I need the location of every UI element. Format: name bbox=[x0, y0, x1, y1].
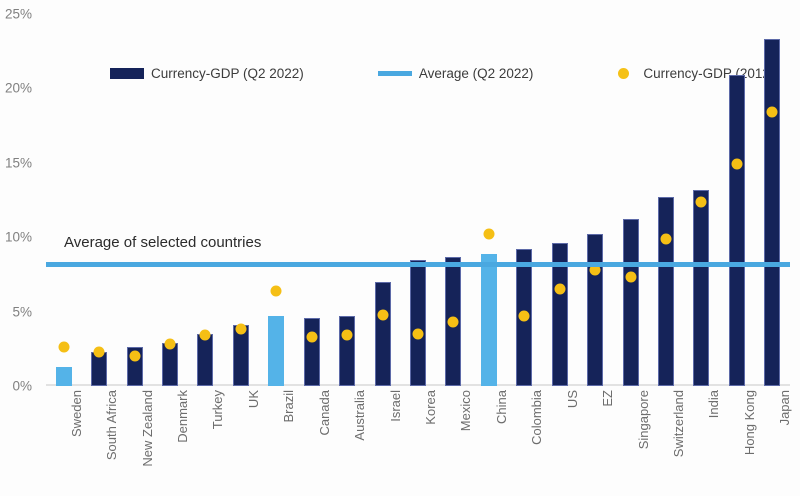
legend-item-currency-gdp-2022: Currency-GDP (Q2 2022) bbox=[110, 66, 304, 81]
x-tick-label: Sweden bbox=[68, 390, 84, 437]
bar-group[interactable] bbox=[197, 14, 214, 386]
x-tick-label: UK bbox=[245, 390, 261, 409]
y-tick-label: 5% bbox=[12, 304, 32, 320]
bar[interactable] bbox=[410, 259, 426, 386]
bar-group[interactable] bbox=[551, 14, 568, 386]
data-point-dot[interactable] bbox=[695, 196, 707, 207]
bar-group[interactable] bbox=[162, 14, 178, 386]
x-tick-label: New Zealand bbox=[139, 390, 155, 467]
data-point-dot[interactable] bbox=[483, 228, 495, 240]
bar-group[interactable] bbox=[658, 14, 674, 386]
x-tick-label: Japan bbox=[777, 390, 793, 426]
data-point-dot[interactable] bbox=[731, 158, 743, 170]
x-tick-label: India bbox=[706, 390, 722, 419]
bar[interactable] bbox=[622, 219, 639, 386]
bar-group[interactable] bbox=[55, 14, 72, 386]
data-point-dot[interactable] bbox=[306, 331, 318, 343]
bar[interactable] bbox=[551, 243, 568, 386]
x-tick-label: Mexico bbox=[458, 390, 474, 432]
bar-group[interactable] bbox=[126, 14, 143, 386]
bar[interactable] bbox=[693, 189, 710, 386]
chart-legend: Currency-GDP (Q2 2022) Average (Q2 2022)… bbox=[110, 60, 774, 86]
bar[interactable] bbox=[728, 75, 745, 386]
data-point-dot[interactable] bbox=[164, 338, 176, 350]
bar-group[interactable] bbox=[445, 14, 462, 386]
bar-group[interactable] bbox=[91, 14, 108, 386]
bar-group[interactable] bbox=[303, 14, 320, 386]
bar-group[interactable] bbox=[764, 14, 781, 386]
y-tick-label: 0% bbox=[12, 378, 32, 394]
x-tick-label: Israel bbox=[387, 390, 403, 422]
average-line bbox=[46, 262, 790, 268]
bar-group[interactable] bbox=[232, 14, 249, 386]
x-tick-label: Singapore bbox=[635, 390, 651, 450]
data-point-dot[interactable] bbox=[766, 106, 778, 118]
x-axis-labels: Sweden South Africa New Zealand Denmark Turk… bbox=[46, 390, 793, 496]
plot-area: 0% 5% 10% 15% 20% 25% Average of selected cou… bbox=[5, 7, 790, 394]
bar[interactable] bbox=[197, 333, 214, 386]
x-tick-label: Hong Kong bbox=[741, 390, 757, 456]
data-point-dot[interactable] bbox=[554, 283, 566, 295]
x-tick-label: Denmark bbox=[175, 390, 190, 443]
x-tick-label: Switzerland bbox=[671, 390, 686, 458]
x-tick-label: EZ bbox=[600, 390, 616, 407]
bar[interactable] bbox=[268, 316, 285, 386]
x-tick-label: Canada bbox=[316, 390, 332, 436]
data-point-dot[interactable] bbox=[341, 329, 353, 341]
bar-group[interactable] bbox=[268, 14, 285, 386]
bar-series bbox=[46, 14, 790, 386]
dot-swatch-icon bbox=[618, 67, 630, 79]
legend-item-average-2022: Average (Q2 2022) bbox=[377, 65, 534, 81]
data-point-dot[interactable] bbox=[93, 346, 105, 358]
data-point-dot[interactable] bbox=[660, 233, 672, 245]
bar[interactable] bbox=[303, 317, 320, 386]
y-tick-label: 10% bbox=[4, 229, 32, 245]
data-point-dot[interactable] bbox=[58, 341, 70, 353]
bar-group[interactable] bbox=[410, 14, 426, 386]
data-point-dot[interactable] bbox=[129, 350, 141, 362]
data-point-dot[interactable] bbox=[270, 285, 282, 297]
x-tick-label: Brazil bbox=[281, 390, 297, 423]
bar[interactable] bbox=[339, 316, 356, 386]
data-point-dot[interactable] bbox=[377, 309, 389, 321]
data-point-dot[interactable] bbox=[447, 316, 459, 328]
line-swatch-icon bbox=[377, 70, 412, 76]
bar-group[interactable] bbox=[374, 14, 391, 386]
legend-label-currency-gdp-2022: Currency-GDP (Q2 2022) bbox=[151, 65, 304, 81]
bar-swatch-icon bbox=[110, 67, 144, 79]
bar-group[interactable] bbox=[587, 14, 604, 386]
data-point-dot[interactable] bbox=[199, 329, 211, 341]
legend-label-average-2022: Average (Q2 2022) bbox=[418, 65, 534, 81]
average-annotation: Average of selected countries bbox=[64, 234, 262, 252]
bar-group[interactable] bbox=[693, 14, 710, 386]
x-tick-label: China bbox=[493, 390, 509, 424]
bar-group[interactable] bbox=[516, 14, 533, 386]
data-point-dot[interactable] bbox=[235, 323, 247, 335]
bar[interactable] bbox=[587, 234, 604, 386]
bar[interactable] bbox=[374, 281, 391, 386]
bar-group[interactable] bbox=[622, 14, 639, 386]
y-tick-label: 20% bbox=[4, 80, 32, 96]
x-tick-label: Turkey bbox=[210, 390, 226, 430]
x-tick-label: South Africa bbox=[104, 390, 120, 461]
y-tick-label: 25% bbox=[4, 6, 32, 22]
x-tick-label: Colombia bbox=[529, 390, 545, 445]
data-point-dot[interactable] bbox=[518, 310, 530, 322]
bar-group[interactable] bbox=[480, 14, 497, 386]
bar[interactable] bbox=[480, 253, 497, 386]
bar-group[interactable] bbox=[728, 14, 745, 386]
y-tick-label: 15% bbox=[4, 155, 32, 171]
x-tick-label: US bbox=[564, 390, 580, 409]
data-point-dot[interactable] bbox=[412, 328, 424, 340]
x-tick-label: Korea bbox=[423, 390, 438, 425]
bar[interactable] bbox=[55, 366, 72, 386]
data-point-dot[interactable] bbox=[589, 264, 601, 276]
x-tick-label: Australia bbox=[352, 390, 368, 441]
bar[interactable] bbox=[764, 39, 781, 386]
data-point-dot[interactable] bbox=[625, 271, 637, 283]
bar[interactable] bbox=[658, 197, 674, 386]
bar-group[interactable] bbox=[339, 14, 356, 386]
